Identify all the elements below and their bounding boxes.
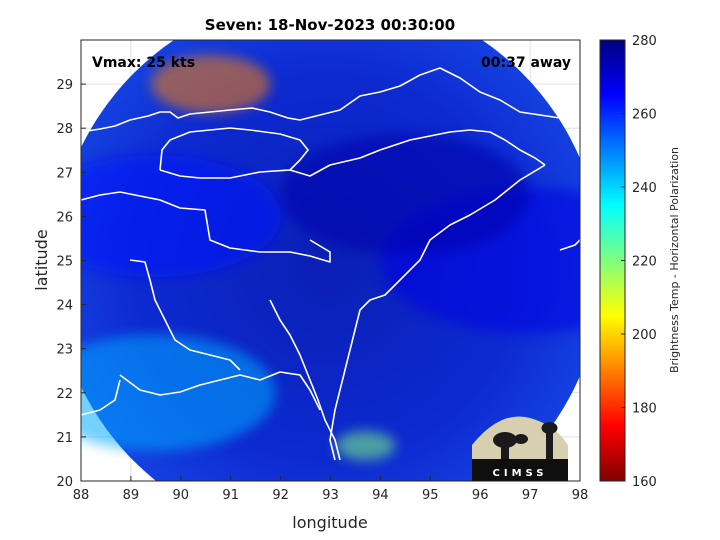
northern-border <box>81 67 580 133</box>
y-axis-ticks: 20 21 22 23 24 25 26 27 28 29 <box>56 78 86 490</box>
east-edge <box>559 239 580 251</box>
y-tick-label: 24 <box>56 299 73 314</box>
meghalaya-border <box>81 191 331 263</box>
eastern-border <box>329 164 546 461</box>
x-tick-label: 91 <box>222 488 239 503</box>
colorbar-tick-label: 160 <box>632 475 657 490</box>
x-tick-label: 88 <box>73 488 90 503</box>
tripura-border <box>269 299 341 461</box>
y-tick-label: 25 <box>56 255 73 270</box>
x-tick-label: 94 <box>372 488 389 503</box>
vmax-annotation: Vmax: 25 kts <box>92 55 195 71</box>
colorbar-ticks: 280 260 240 220 200 180 160 <box>621 34 657 490</box>
y-tick-label: 26 <box>56 210 73 225</box>
x-tick-label: 98 <box>572 488 589 503</box>
chart-title: Seven: 18-Nov-2023 00:30:00 <box>205 16 455 34</box>
x-tick-label: 97 <box>522 488 539 503</box>
x-tick-label: 90 <box>173 488 190 503</box>
y-tick-label: 28 <box>56 122 73 137</box>
colorbar-tick-label: 260 <box>632 108 657 123</box>
colorbar-tick-label: 240 <box>632 181 657 196</box>
x-tick-label: 93 <box>322 488 339 503</box>
x-tick-label: 96 <box>472 488 489 503</box>
time-away-annotation: 00:37 away <box>481 55 571 71</box>
colorbar-tick-label: 280 <box>632 34 657 49</box>
temperature-field <box>81 54 580 461</box>
x-tick-label: 95 <box>422 488 439 503</box>
field-region <box>81 155 281 278</box>
colorbar-tick-label: 180 <box>632 402 657 417</box>
x-axis-label: longitude <box>292 513 367 532</box>
y-axis-label: latitude <box>32 229 51 290</box>
west-coast <box>81 379 121 416</box>
bhutan-border <box>159 127 309 171</box>
swath-field <box>81 40 580 481</box>
y-tick-label: 23 <box>56 343 73 358</box>
colorbar-tick-label: 220 <box>632 255 657 270</box>
y-tick-label: 29 <box>56 78 73 93</box>
colorbar-label: Brightness Temp - Horizontal Polarizatio… <box>668 147 681 373</box>
west-bengal-border <box>129 259 241 371</box>
y-tick-label: 21 <box>56 431 73 446</box>
satellite-dish-icon <box>493 432 517 448</box>
x-axis-ticks: 88 89 90 91 92 93 94 95 96 97 98 <box>73 476 589 503</box>
logo-text: CIMSS <box>493 468 548 479</box>
x-tick-label: 92 <box>272 488 289 503</box>
field-region <box>280 133 531 255</box>
bay-coastline <box>119 371 321 411</box>
y-tick-label: 20 <box>56 475 73 490</box>
x-tick-label: 89 <box>123 488 140 503</box>
y-tick-label: 27 <box>56 166 73 181</box>
y-tick-label: 22 <box>56 387 73 402</box>
field-region <box>150 54 271 114</box>
field-region <box>335 431 396 461</box>
coastlines <box>81 67 580 461</box>
water-tower-icon <box>546 428 553 459</box>
brahmaputra-border <box>159 129 546 179</box>
cimss-logo: CIMSS <box>472 416 568 481</box>
colorbar <box>599 39 626 482</box>
colorbar-tick-label: 200 <box>632 328 657 343</box>
